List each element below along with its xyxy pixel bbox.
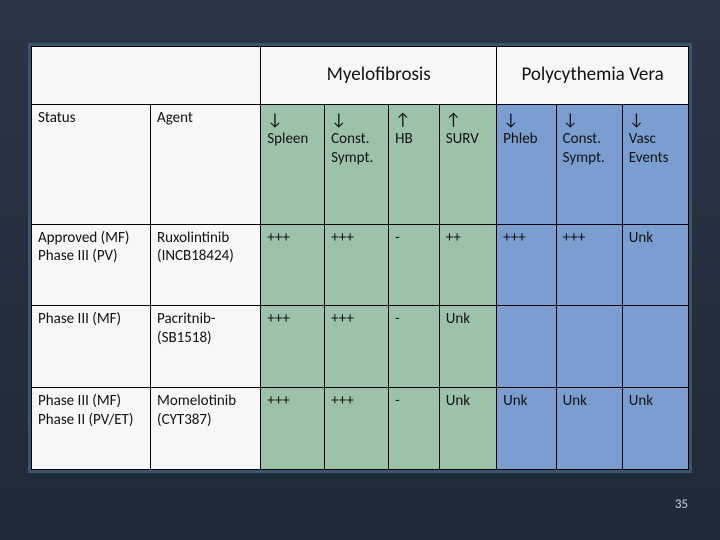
arrow-down-icon: ↓ xyxy=(629,109,644,130)
comparison-table: Myelofibrosis Polycythemia Vera Status A… xyxy=(31,46,689,470)
cell-value: Unk xyxy=(497,388,557,470)
col-agent: Agent xyxy=(151,104,261,224)
cell-value: +++ xyxy=(261,224,325,306)
arrow-up-icon: ↑ xyxy=(446,109,461,130)
col-mf-hb: ↑ HB xyxy=(389,104,440,224)
arrow-down-icon: ↓ xyxy=(503,109,518,130)
cell-value xyxy=(497,306,557,388)
arrow-down-icon: ↓ xyxy=(331,109,346,130)
col-label: Spleen xyxy=(267,130,308,148)
group-header-pv: Polycythemia Vera xyxy=(497,47,689,105)
cell-value: +++ xyxy=(261,306,325,388)
col-status: Status xyxy=(32,104,151,224)
cell-status: Approved (MF) Phase III (PV) xyxy=(32,224,151,306)
table-row: Phase III (MF) Pacritnib- (SB1518) +++ +… xyxy=(32,306,689,388)
cell-value: Unk xyxy=(556,388,622,470)
arrow-up-icon: ↑ xyxy=(395,109,410,130)
col-label: HB xyxy=(395,130,413,148)
cell-value: Unk xyxy=(439,388,496,470)
cell-agent: Momelotinib (CYT387) xyxy=(151,388,261,470)
blank-header xyxy=(32,47,261,105)
group-header-mf: Myelofibrosis xyxy=(261,47,497,105)
col-mf-spleen: ↓ Spleen xyxy=(261,104,325,224)
cell-value xyxy=(622,306,688,388)
col-label: Vasc Events xyxy=(629,130,669,167)
cell-value: +++ xyxy=(497,224,557,306)
page-number: 35 xyxy=(675,497,688,512)
cell-value: +++ xyxy=(325,306,389,388)
col-label: Const. Sympt. xyxy=(563,130,605,167)
cell-status: Phase III (MF) xyxy=(32,306,151,388)
cell-value: ++ xyxy=(439,224,496,306)
col-label: Const. Sympt. xyxy=(331,130,373,167)
cell-agent: Pacritnib- (SB1518) xyxy=(151,306,261,388)
col-pv-phleb: ↓ Phleb xyxy=(497,104,557,224)
cell-value: Unk xyxy=(439,306,496,388)
table-row: Phase III (MF) Phase II (PV/ET) Momeloti… xyxy=(32,388,689,470)
arrow-down-icon: ↓ xyxy=(563,109,578,130)
col-pv-vasc: ↓ Vasc Events xyxy=(622,104,688,224)
col-pv-const: ↓ Const. Sympt. xyxy=(556,104,622,224)
arrow-down-icon: ↓ xyxy=(267,109,282,130)
cell-value: +++ xyxy=(556,224,622,306)
cell-value: - xyxy=(389,306,440,388)
table-header-groups: Myelofibrosis Polycythemia Vera xyxy=(32,47,689,105)
cell-status: Phase III (MF) Phase II (PV/ET) xyxy=(32,388,151,470)
cell-value: Unk xyxy=(622,388,688,470)
cell-value: +++ xyxy=(261,388,325,470)
table-row: Approved (MF) Phase III (PV) Ruxolintini… xyxy=(32,224,689,306)
col-mf-const: ↓ Const. Sympt. xyxy=(325,104,389,224)
cell-agent: Ruxolintinib (INCB18424) xyxy=(151,224,261,306)
cell-value: +++ xyxy=(325,224,389,306)
slide-table-container: Myelofibrosis Polycythemia Vera Status A… xyxy=(28,43,692,473)
cell-value xyxy=(556,306,622,388)
cell-value: +++ xyxy=(325,388,389,470)
col-mf-surv: ↑ SURV xyxy=(439,104,496,224)
col-label: Phleb xyxy=(503,130,537,148)
cell-value: - xyxy=(389,388,440,470)
cell-value: Unk xyxy=(622,224,688,306)
cell-value: - xyxy=(389,224,440,306)
table-header-columns: Status Agent ↓ Spleen ↓ Const. Sympt. ↑ … xyxy=(32,104,689,224)
col-label: SURV xyxy=(446,130,479,148)
